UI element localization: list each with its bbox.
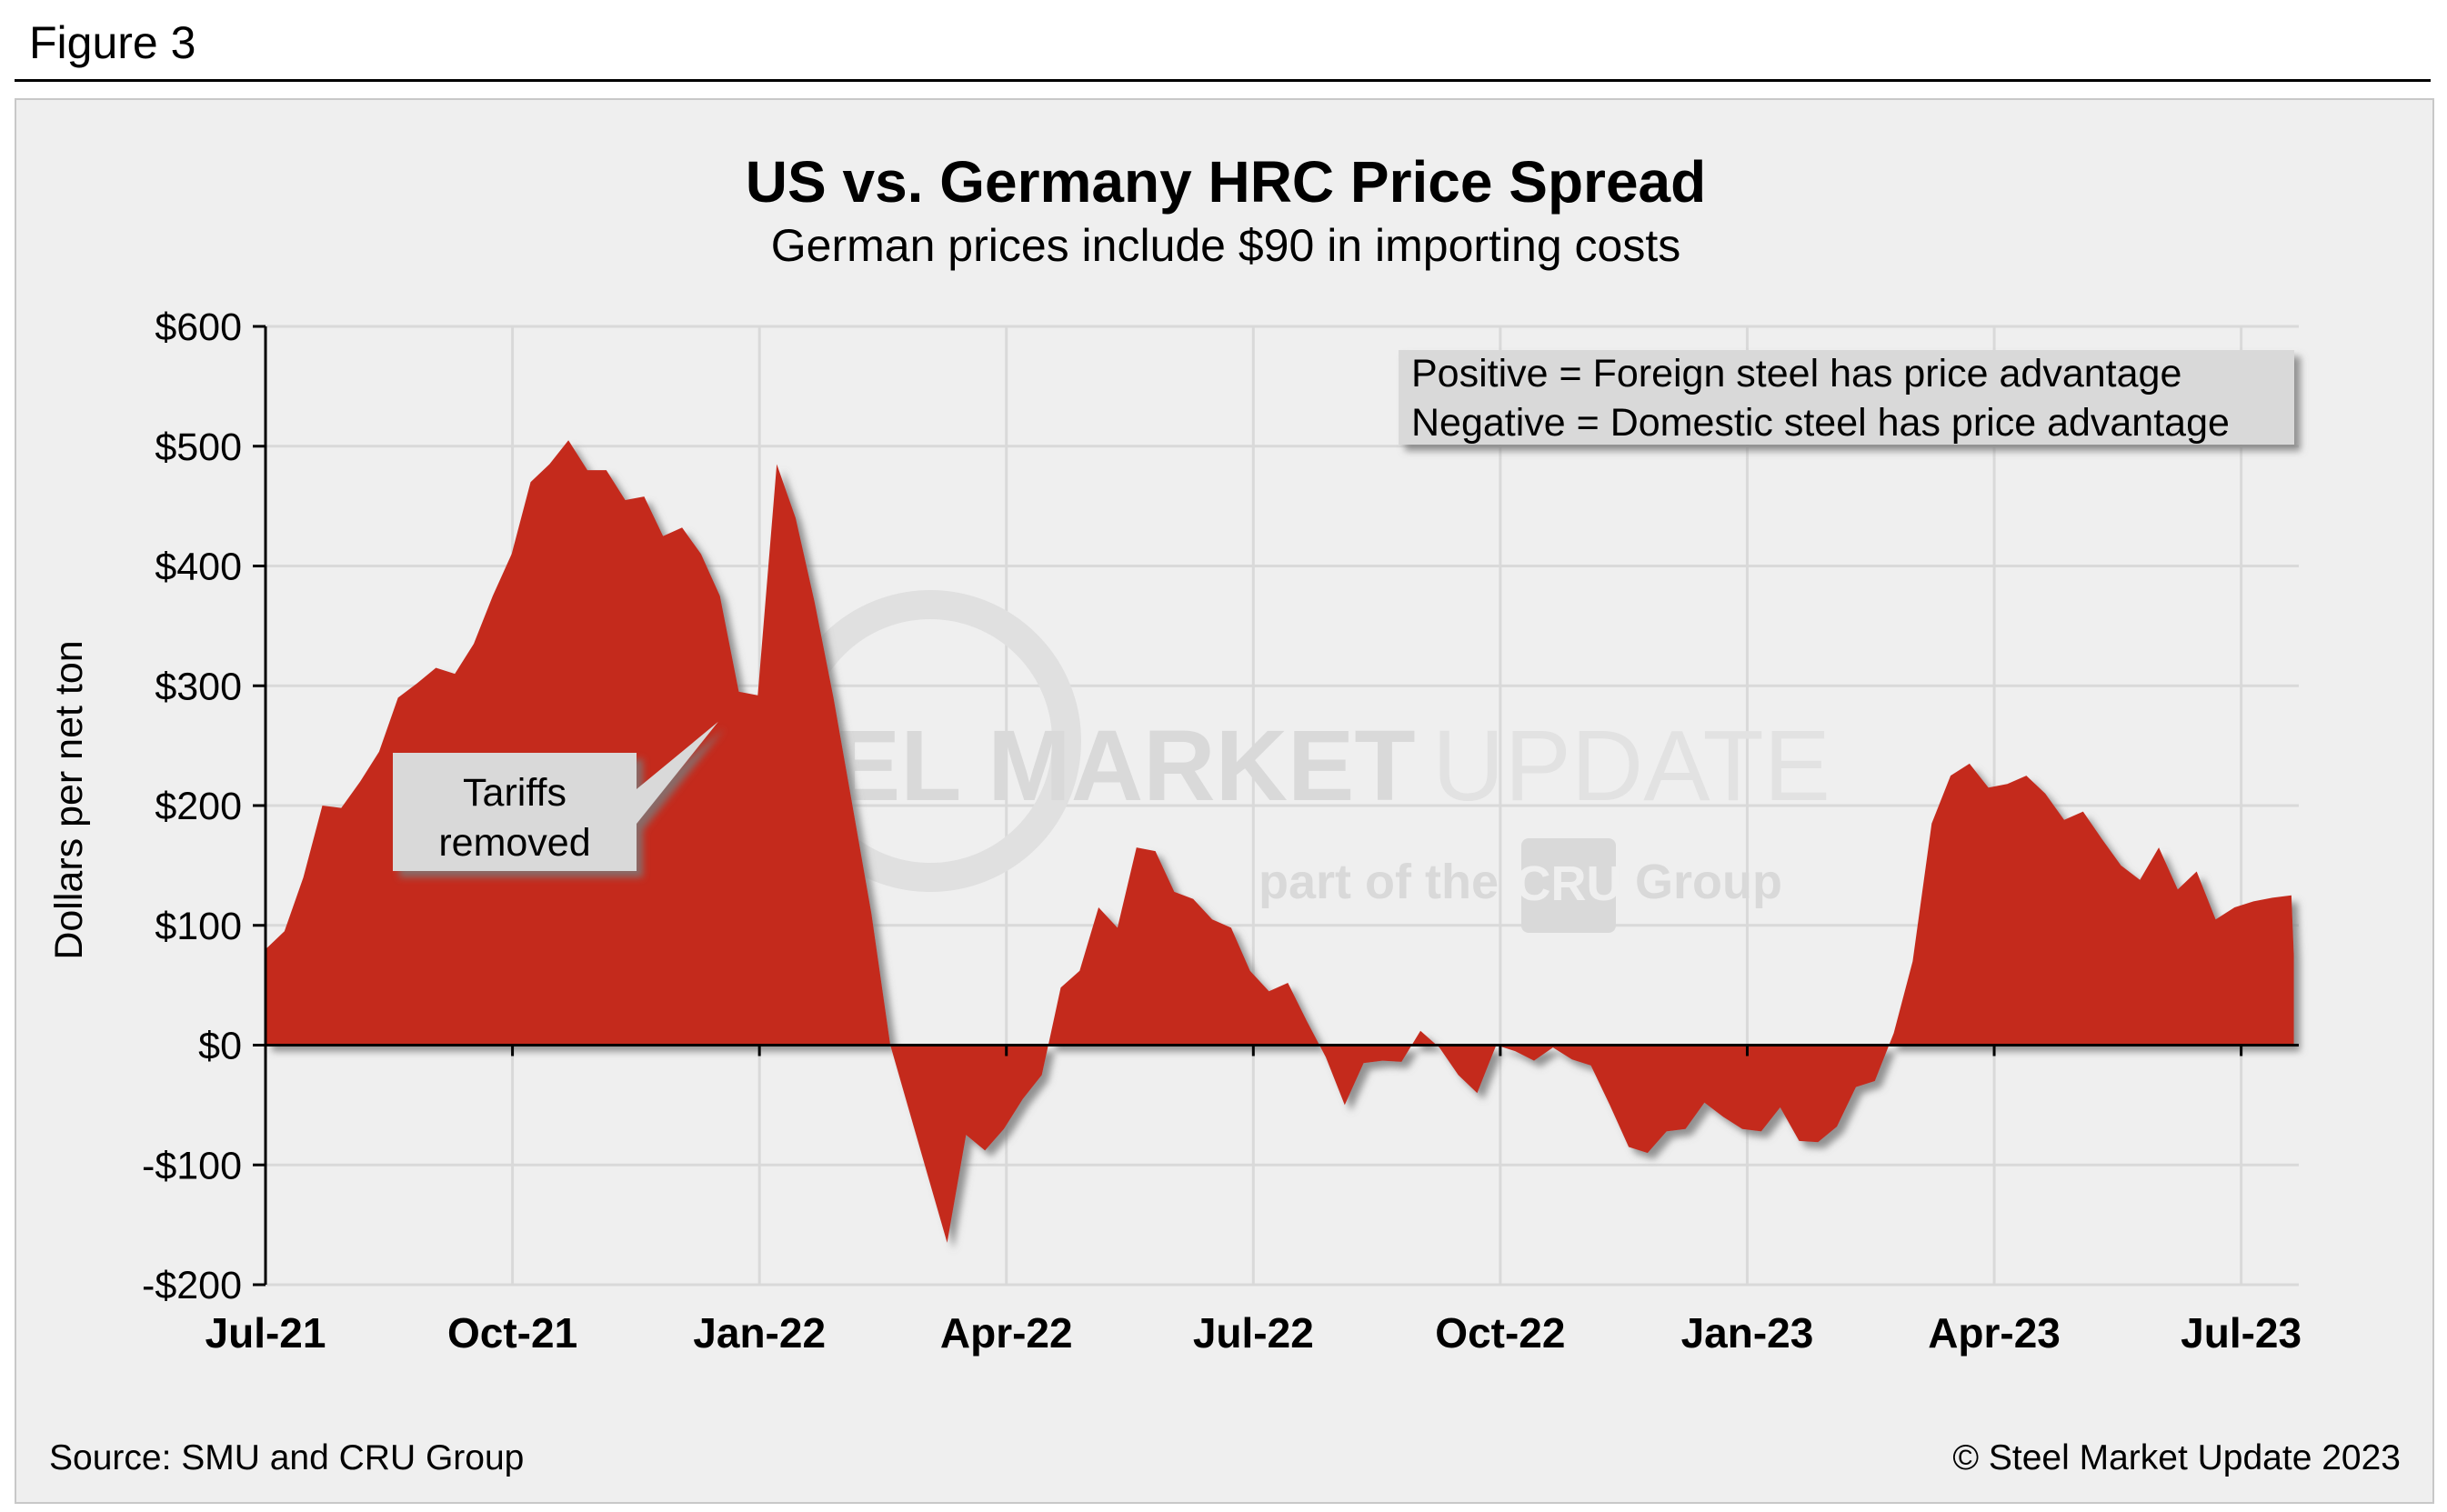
source-text: Source: SMU and CRU Group (49, 1438, 524, 1477)
watermark-line1-light: UPDATE (1432, 710, 1830, 822)
x-tick-label-0: Jul-21 (206, 1309, 326, 1357)
chart-subtitle: German prices include $90 in importing c… (771, 220, 1680, 271)
annotation-line-2: removed (438, 821, 590, 865)
series-area (266, 440, 2294, 1243)
top-rule (15, 79, 2431, 82)
legend-note: Positive = Foreign steel has price advan… (1399, 350, 2294, 445)
x-tick-label-4: Jul-22 (1193, 1309, 1314, 1357)
watermark-cru-logo-text: CRU (1516, 856, 1622, 911)
copyright-text: © Steel Market Update 2023 (1952, 1438, 2401, 1477)
x-tick-label-6: Jan-23 (1681, 1309, 1814, 1357)
watermark-cru-logo (1521, 838, 1616, 933)
annotation-line-1: Tariffs (463, 771, 567, 815)
y-tick-label-6: $400 (155, 546, 242, 589)
x-tick-label-3: Apr-22 (940, 1309, 1073, 1357)
x-tick-label-2: Jan-22 (693, 1309, 826, 1357)
y-tick-label-8: $600 (155, 305, 242, 349)
tariffs-annotation: Tariffs removed (393, 721, 718, 871)
y-tick-label-2: $0 (198, 1025, 242, 1068)
y-tick-marks (253, 325, 266, 1287)
y-tick-label-7: $500 (155, 426, 242, 469)
watermark-line2-left: part of the (1259, 855, 1499, 909)
y-axis-label: Dollars per net ton (47, 640, 91, 959)
chart-svg: STEEL MARKET UPDATE part of the CRU Grou… (47, 149, 2401, 1477)
y-tick-label-5: $300 (155, 665, 242, 708)
x-tick-label-8: Jul-23 (2181, 1309, 2302, 1357)
y-tick-label-3: $100 (155, 905, 242, 948)
y-tick-label-1: -$100 (142, 1144, 242, 1187)
x-tick-label-5: Oct-22 (1435, 1309, 1565, 1357)
x-tick-labels: Jul-21 Oct-21 Jan-22 Apr-22 Jul-22 Oct-22 Jan-… (206, 1309, 2302, 1357)
y-tick-label-0: -$200 (142, 1264, 242, 1307)
watermark-line2-right: Group (1635, 855, 1782, 909)
y-tick-labels: -$200 -$100 $0 $100 $200 $300 $400 $500 $600 (142, 305, 242, 1307)
chart-title: US vs. Germany HRC Price Spread (746, 149, 1706, 215)
x-tick-label-1: Oct-21 (447, 1309, 577, 1357)
legend-note-line-1: Positive = Foreign steel has price advan… (1411, 352, 2181, 396)
x-tick-marks (264, 1045, 2243, 1056)
chart-panel: STEEL MARKET UPDATE part of the CRU Grou… (15, 98, 2434, 1504)
y-tick-label-4: $200 (155, 785, 242, 828)
figure-label: Figure 3 (29, 17, 196, 68)
legend-note-box (1399, 350, 2294, 445)
x-tick-label-7: Apr-23 (1928, 1309, 2061, 1357)
legend-note-line-2: Negative = Domestic steel has price adva… (1411, 401, 2230, 445)
annotation-callout (393, 721, 718, 871)
